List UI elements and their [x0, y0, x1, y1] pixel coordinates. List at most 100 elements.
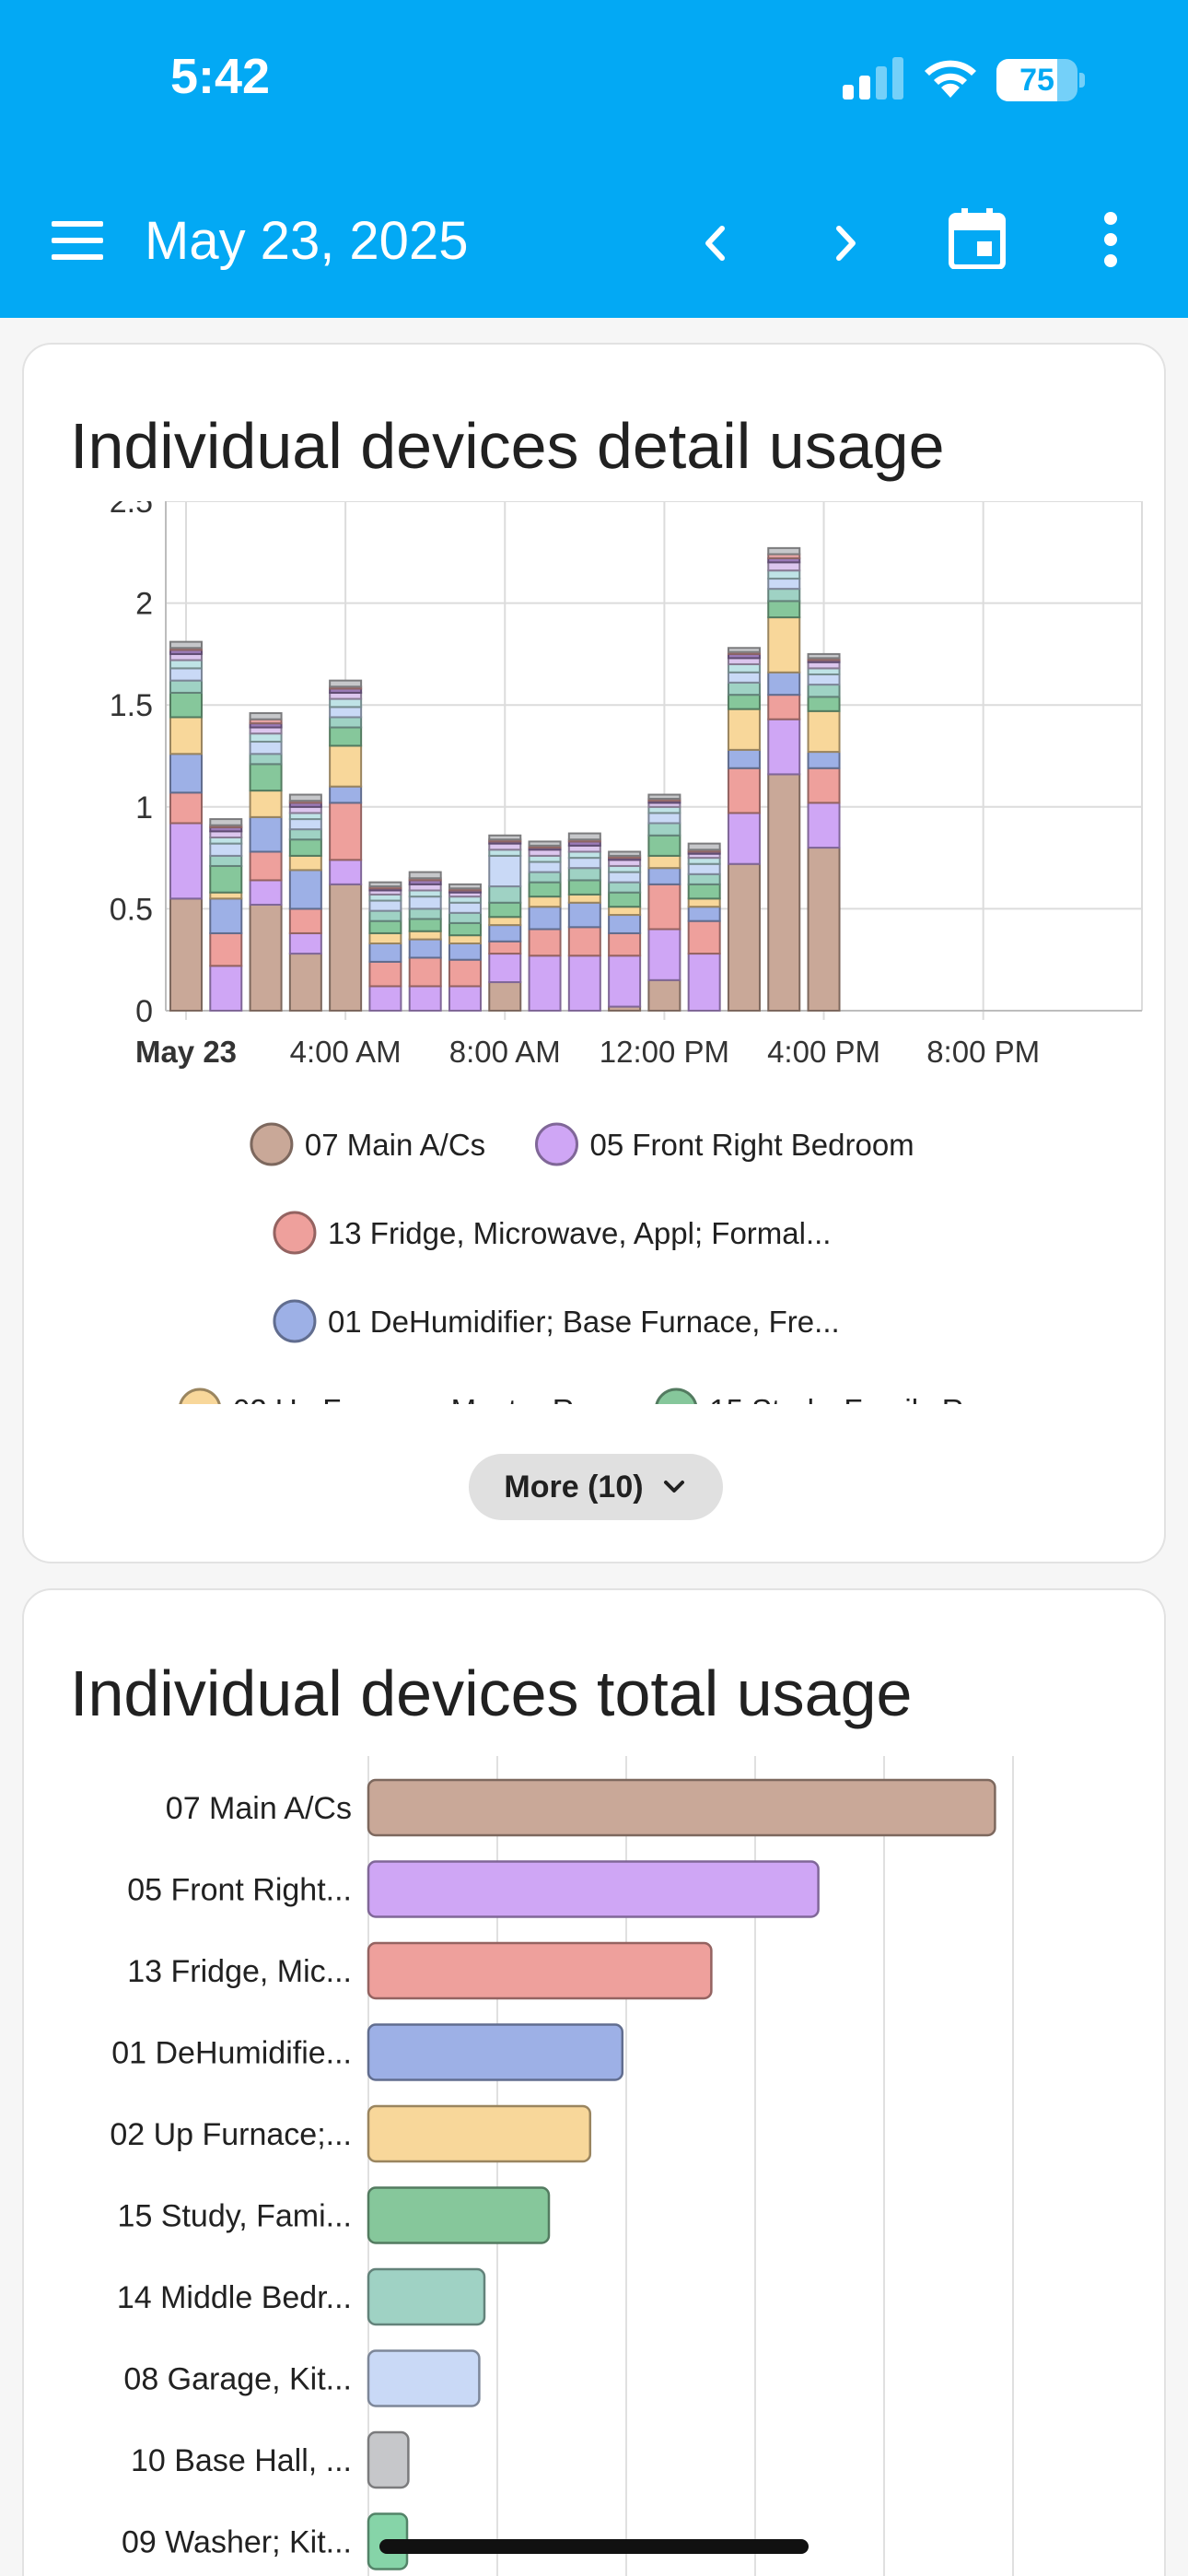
category-label: 07 Main A/Cs — [166, 1791, 352, 1826]
bar-segment-02 — [767, 616, 801, 673]
category-label: 09 Washer; Kit... — [122, 2525, 352, 2560]
bar-segment-10 — [408, 871, 442, 880]
bar-segment-15 — [488, 901, 522, 919]
bar-segment-x2 — [727, 662, 761, 673]
legend-label: 13 Fridge, Microwave, Appl; Formal... — [328, 1216, 832, 1250]
bar-segment-08 — [687, 862, 721, 875]
bar-segment-13 — [288, 907, 322, 934]
bar-segment-13 — [488, 940, 522, 955]
bar-segment-01 — [727, 748, 761, 769]
legend-swatch-07 — [250, 1122, 294, 1166]
bar-segment-14 — [807, 684, 841, 698]
bar-segment-02 — [727, 708, 761, 751]
chevron-left-icon[interactable] — [693, 216, 739, 271]
bar-segment-x2 — [329, 697, 363, 708]
legend-label: 15 Study, Family Rm — [709, 1393, 989, 1404]
bar-segment-02 — [488, 916, 522, 927]
total-bar-13 — [367, 1941, 713, 2000]
bar-segment-13 — [687, 919, 721, 955]
bar-segment-01 — [488, 924, 522, 943]
total-bar-14 — [367, 2267, 486, 2326]
bar-segment-13 — [727, 767, 761, 814]
bar-segment-13 — [647, 883, 681, 931]
bar-segment-10 — [608, 850, 642, 857]
bar-segment-01 — [368, 943, 402, 963]
x-tick-label: 4:00 AM — [290, 1035, 402, 1069]
bar-segment-13 — [329, 802, 363, 861]
legend-label: 02 Up Furnace; Master Rm — [233, 1393, 600, 1404]
bar-segment-02 — [807, 709, 841, 754]
bar-segment-01 — [767, 671, 801, 697]
bar-segment-07 — [288, 953, 322, 1012]
bar-segment-01 — [567, 901, 601, 929]
category-label: 05 Front Right... — [127, 1873, 352, 1908]
bar-segment-13 — [169, 791, 203, 825]
y-tick-label: 1.5 — [110, 688, 153, 723]
legend-more-button[interactable]: More (10) — [469, 1454, 723, 1520]
bar-segment-07 — [488, 981, 522, 1012]
total-bar-10 — [367, 2430, 410, 2489]
y-tick-label: 0.5 — [110, 892, 153, 927]
bar-segment-x2 — [767, 569, 801, 580]
bar-segment-10 — [687, 842, 721, 851]
total-bar-07 — [367, 1778, 996, 1837]
bar-segment-15 — [368, 919, 402, 934]
bar-segment-01 — [448, 943, 482, 961]
bar-segment-07 — [329, 883, 363, 1012]
bar-segment-10 — [169, 640, 203, 650]
total-bar-05 — [367, 1860, 820, 1918]
bar-segment-14 — [209, 854, 243, 867]
legend-swatch-02 — [179, 1388, 221, 1404]
menu-icon[interactable] — [52, 221, 103, 260]
category-label: 01 DeHumidifie... — [111, 2036, 352, 2071]
bar-segment-14 — [608, 881, 642, 894]
y-tick-label: 1 — [135, 790, 153, 825]
bar-segment-15 — [687, 883, 721, 900]
bar-segment-15 — [169, 691, 203, 719]
bar-segment-01 — [807, 751, 841, 769]
bar-segment-10 — [647, 793, 681, 800]
calendar-icon[interactable] — [949, 208, 1006, 269]
bar-segment-08 — [448, 901, 482, 914]
bar-segment-10 — [567, 832, 601, 841]
legend-more-label: More (10) — [504, 1469, 644, 1505]
status-time: 5:42 — [170, 49, 271, 104]
bar-segment-10 — [528, 840, 562, 847]
more-vert-icon[interactable] — [1092, 210, 1129, 269]
bar-segment-10 — [288, 793, 322, 802]
detail-usage-title: Individual devices detail usage — [70, 410, 945, 482]
bar-segment-05 — [727, 812, 761, 865]
bar-segment-14 — [169, 679, 203, 694]
bar-segment-08 — [169, 667, 203, 682]
total-bar-08 — [367, 2349, 481, 2407]
bar-segment-05 — [687, 953, 721, 1012]
bar-segment-02 — [408, 930, 442, 941]
x-tick-label: 8:00 PM — [926, 1035, 1040, 1069]
bar-segment-02 — [567, 893, 601, 904]
bar-segment-13 — [368, 960, 402, 988]
bar-segment-13 — [528, 928, 562, 957]
bar-segment-05 — [567, 954, 601, 1012]
bar-segment-10 — [767, 546, 801, 556]
bar-segment-08 — [288, 818, 322, 831]
bar-segment-08 — [767, 578, 801, 591]
bar-segment-08 — [567, 857, 601, 870]
bar-segment-01 — [249, 815, 283, 853]
legend-swatch-15 — [655, 1388, 697, 1404]
battery-percent: 75 — [1019, 63, 1054, 98]
chevron-down-icon — [663, 1481, 684, 1493]
chevron-right-icon[interactable] — [822, 216, 868, 271]
x-tick-label: 4:00 PM — [767, 1035, 880, 1069]
category-label: 08 Garage, Kit... — [123, 2362, 352, 2397]
y-tick-label: 0 — [135, 994, 153, 1029]
bar-segment-13 — [448, 958, 482, 988]
legend-label: 01 DeHumidifier; Base Furnace, Fre... — [328, 1305, 840, 1339]
x-tick-label: May 23 — [135, 1035, 237, 1069]
bar-segment-15 — [767, 600, 801, 619]
bar-segment-x2 — [249, 732, 283, 744]
bar-segment-01 — [528, 906, 562, 931]
bar-segment-01 — [408, 938, 442, 959]
bar-segment-15 — [288, 838, 322, 857]
bar-segment-08 — [209, 842, 243, 857]
category-label: 10 Base Hall, ... — [131, 2443, 352, 2478]
